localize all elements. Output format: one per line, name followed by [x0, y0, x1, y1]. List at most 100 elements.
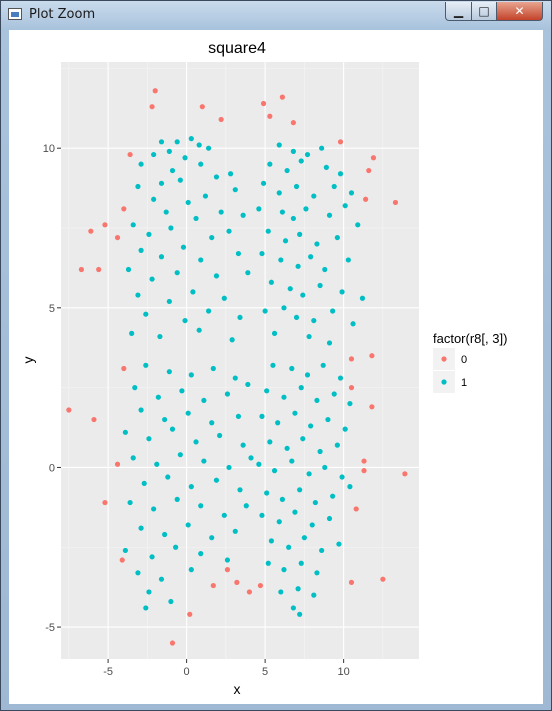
data-point-class-1 [245, 270, 251, 276]
maximize-button[interactable]: □ [471, 2, 497, 21]
data-point-class-0 [363, 196, 369, 202]
x-tick-label: 0 [184, 666, 190, 678]
data-point-class-0 [114, 234, 121, 241]
data-point-class-1 [276, 519, 282, 525]
minor-gridlines [61, 62, 419, 659]
data-point-class-1 [162, 531, 168, 538]
data-point-class-1 [265, 560, 271, 566]
data-point-class-1 [290, 605, 296, 611]
data-point-class-1 [209, 234, 215, 241]
data-point-class-1 [232, 187, 238, 193]
data-point-class-1 [339, 474, 345, 480]
data-point-class-1 [314, 397, 320, 404]
plot-area: square4 -5 0 5 10 -5 0 5 10 x y factor(r8[, 3]… [9, 30, 543, 704]
data-point-class-0 [337, 139, 344, 145]
data-point-class-1 [337, 171, 344, 177]
data-point-class-1 [158, 576, 165, 582]
data-point-class-1 [158, 139, 165, 145]
data-point-class-1 [276, 142, 282, 148]
data-point-class-1 [314, 241, 320, 247]
data-point-class-1 [226, 464, 232, 471]
data-point-class-1 [166, 369, 172, 375]
data-point-class-1 [347, 400, 353, 407]
data-point-class-1 [154, 461, 160, 467]
data-point-class-0 [119, 557, 125, 563]
data-point-class-0 [127, 151, 133, 158]
title-bar[interactable]: Plot Zoom ▁ □ ✕ [1, 1, 551, 29]
data-point-class-1 [264, 490, 270, 496]
data-point-class-1 [259, 250, 265, 257]
data-point-class-1 [311, 193, 317, 199]
data-point-class-1 [289, 458, 295, 464]
data-point-class-1 [188, 136, 194, 142]
data-point-class-1 [292, 410, 298, 416]
data-point-class-0 [260, 100, 267, 107]
data-point-class-1 [271, 330, 278, 336]
data-point-class-1 [264, 388, 270, 394]
data-point-class-1 [166, 298, 172, 305]
data-point-class-1 [237, 314, 243, 321]
data-point-class-1 [188, 567, 194, 573]
data-point-class-0 [210, 582, 216, 589]
data-point-class-1 [317, 282, 323, 289]
data-point-class-1 [141, 480, 147, 487]
data-point-class-0 [152, 88, 158, 94]
data-point-class-0 [370, 155, 377, 161]
data-point-class-1 [177, 177, 183, 183]
data-point-class-1 [240, 442, 246, 448]
data-point-class-1 [229, 337, 235, 343]
minimize-button[interactable]: ▁ [445, 2, 472, 21]
data-point-class-1 [331, 183, 337, 190]
data-point-class-1 [298, 560, 304, 566]
data-point-class-1 [169, 167, 176, 174]
data-point-class-0 [402, 471, 408, 477]
data-point-class-1 [281, 305, 287, 311]
data-point-class-1 [308, 423, 314, 429]
data-point-class-1 [138, 161, 144, 167]
y-tick-label: 0 [49, 462, 55, 474]
data-point-class-1 [188, 484, 194, 490]
legend-label-0: 0 [461, 354, 467, 366]
data-point-class-1 [337, 375, 344, 381]
data-point-class-1 [179, 388, 185, 394]
data-point-class-1 [240, 212, 246, 218]
data-point-class-1 [336, 541, 342, 547]
data-point-class-1 [146, 436, 152, 442]
data-point-class-1 [262, 308, 268, 314]
data-point-class-1 [232, 375, 238, 381]
data-point-class-1 [158, 254, 165, 260]
data-point-class-1 [193, 215, 199, 222]
data-point-class-1 [298, 158, 304, 164]
data-point-class-1 [205, 145, 212, 151]
data-point-class-1 [265, 228, 271, 234]
data-point-class-1 [201, 458, 207, 464]
legend-swatch-1 [441, 379, 447, 385]
data-point-class-1 [267, 161, 273, 167]
data-point-class-1 [347, 484, 353, 490]
data-point-class-1 [309, 522, 315, 528]
data-point-class-0 [369, 404, 375, 410]
data-point-class-1 [304, 372, 311, 378]
data-point-class-1 [330, 308, 336, 314]
data-point-class-1 [151, 151, 157, 158]
data-point-class-1 [201, 397, 207, 404]
data-point-class-1 [268, 279, 275, 285]
data-point-class-0 [88, 228, 94, 234]
data-point-class-1 [130, 222, 136, 228]
data-point-class-1 [322, 266, 328, 273]
data-point-class-1 [281, 567, 287, 573]
close-button[interactable]: ✕ [496, 2, 543, 21]
data-point-class-1 [132, 385, 138, 391]
data-point-class-1 [157, 333, 163, 340]
data-point-class-1 [209, 420, 215, 426]
data-point-class-1 [205, 308, 212, 314]
data-point-class-1 [235, 250, 242, 257]
data-point-class-1 [289, 365, 295, 372]
data-point-class-1 [177, 452, 183, 458]
data-point-class-1 [312, 499, 318, 506]
data-point-class-1 [182, 155, 188, 161]
data-points [66, 88, 408, 646]
data-point-class-0 [348, 385, 355, 391]
data-point-class-1 [130, 455, 136, 461]
legend-title: factor(r8[, 3]) [433, 331, 507, 346]
